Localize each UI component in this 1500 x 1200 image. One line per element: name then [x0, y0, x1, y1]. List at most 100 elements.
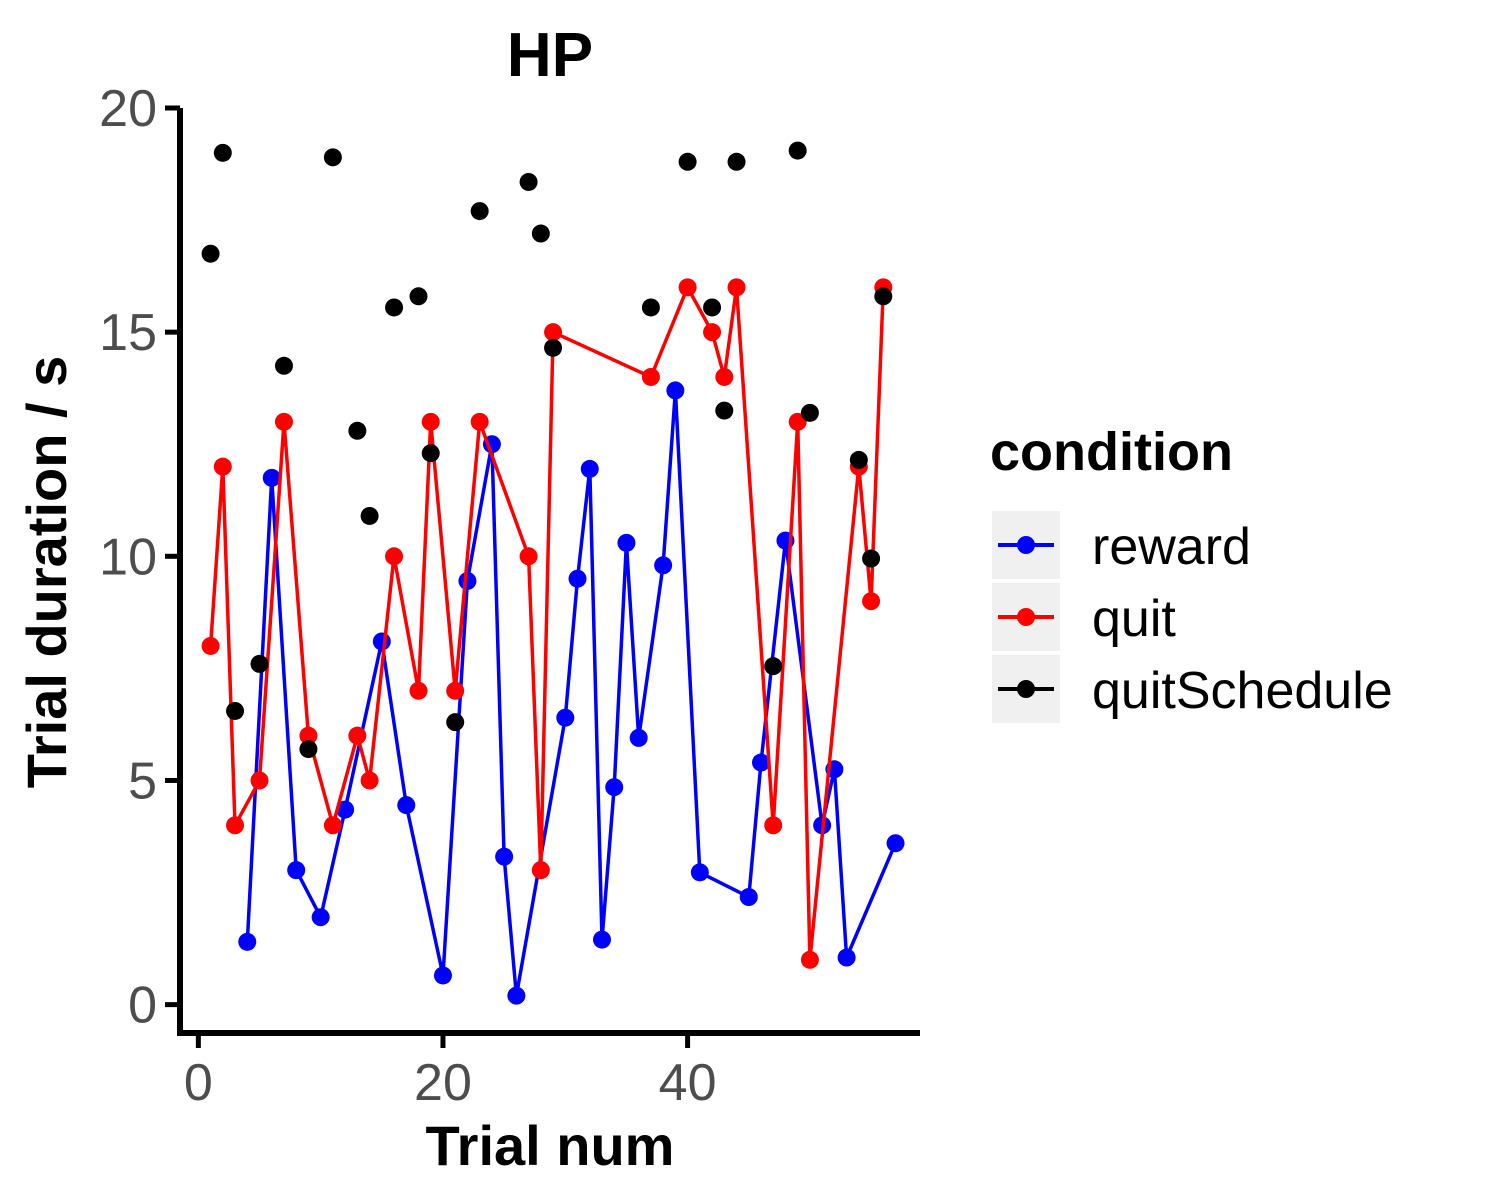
- data-point-reward: [458, 571, 477, 590]
- data-point-reward: [262, 468, 281, 487]
- data-point-quitSchedule: [299, 740, 318, 759]
- data-point-reward: [617, 533, 636, 552]
- data-point-quitSchedule: [862, 549, 881, 568]
- legend-label-quit: quit: [1092, 590, 1176, 648]
- series-line-quit: [208, 285, 886, 962]
- data-point-quitSchedule: [250, 654, 269, 673]
- series-reward: [238, 381, 905, 1005]
- data-point-reward: [238, 932, 257, 951]
- data-point-quit: [299, 726, 318, 745]
- data-point-quit: [519, 547, 538, 566]
- data-point-quit: [226, 816, 245, 835]
- data-point-reward: [507, 986, 526, 1005]
- data-point-quit: [421, 412, 440, 431]
- data-point-quitSchedule: [874, 287, 893, 306]
- series-layer: [201, 141, 905, 1005]
- data-point-quit: [544, 323, 563, 342]
- series-quit: [201, 278, 893, 969]
- y-tick-label: 5: [128, 752, 157, 810]
- data-point-quit: [385, 547, 404, 566]
- data-point-quitSchedule: [360, 506, 379, 525]
- y-tick-label: 0: [128, 977, 157, 1035]
- data-point-quit: [703, 323, 722, 342]
- data-point-quit: [678, 278, 697, 297]
- data-point-quitSchedule: [213, 143, 232, 162]
- legend-title: condition: [990, 422, 1233, 482]
- data-point-quitSchedule: [519, 172, 538, 191]
- data-point-reward: [311, 908, 330, 927]
- data-point-reward: [654, 556, 673, 575]
- data-point-quit: [250, 771, 269, 790]
- data-point-reward: [433, 966, 452, 985]
- data-point-quitSchedule: [764, 657, 783, 676]
- legend-key-marker: [1017, 680, 1035, 698]
- data-point-quit: [348, 726, 367, 745]
- data-point-quitSchedule: [446, 713, 465, 732]
- x-tick-label: 0: [184, 1054, 213, 1112]
- data-point-quit: [446, 681, 465, 700]
- data-point-quitSchedule: [788, 141, 807, 160]
- legend-key-marker: [1017, 536, 1035, 554]
- data-point-reward: [336, 800, 355, 819]
- y-tick-label: 10: [99, 528, 157, 586]
- data-point-quit: [274, 412, 293, 431]
- data-point-reward: [287, 861, 306, 880]
- x-tick-label: 20: [414, 1054, 472, 1112]
- data-point-quitSchedule: [703, 298, 722, 317]
- legend-label-quitSchedule: quitSchedule: [1092, 662, 1393, 720]
- data-point-quitSchedule: [544, 338, 563, 357]
- data-point-quit: [862, 592, 881, 611]
- x-tick-label: 40: [659, 1054, 717, 1112]
- data-point-quitSchedule: [226, 701, 245, 720]
- data-point-reward: [837, 948, 856, 967]
- data-point-quitSchedule: [641, 298, 660, 317]
- data-point-reward: [751, 753, 770, 772]
- y-ticks: 0 5 10 15 20: [99, 80, 180, 1035]
- data-point-reward: [592, 930, 611, 949]
- data-point-quitSchedule: [421, 444, 440, 463]
- data-point-quitSchedule: [348, 421, 367, 440]
- data-point-reward: [605, 778, 624, 797]
- data-point-quitSchedule: [385, 298, 404, 317]
- data-point-quit: [715, 367, 734, 386]
- data-point-quit: [764, 816, 783, 835]
- data-point-quitSchedule: [800, 403, 819, 422]
- data-point-reward: [568, 569, 587, 588]
- data-point-reward: [690, 863, 709, 882]
- data-point-quitSchedule: [678, 152, 697, 171]
- data-point-reward: [580, 459, 599, 478]
- data-point-reward: [886, 834, 905, 853]
- x-ticks: 0 20 40: [184, 1033, 717, 1112]
- data-point-reward: [372, 632, 391, 651]
- data-point-quit: [409, 681, 428, 700]
- series-quitSchedule: [201, 141, 893, 759]
- data-point-quit: [641, 367, 660, 386]
- data-point-quitSchedule: [201, 244, 220, 263]
- data-point-quitSchedule: [849, 450, 868, 469]
- data-point-reward: [495, 847, 514, 866]
- legend-label-reward: reward: [1092, 518, 1251, 576]
- legend-key-marker: [1017, 608, 1035, 626]
- data-point-quitSchedule: [323, 148, 342, 167]
- data-point-quit: [800, 950, 819, 969]
- data-point-quitSchedule: [274, 356, 293, 375]
- data-point-quitSchedule: [727, 152, 746, 171]
- data-point-quit: [213, 457, 232, 476]
- x-axis-title: Trial num: [426, 1114, 675, 1177]
- data-point-quitSchedule: [531, 224, 550, 243]
- data-point-reward: [629, 728, 648, 747]
- data-point-reward: [666, 381, 685, 400]
- legend: condition reward quit quitSchedule: [990, 422, 1393, 723]
- data-point-quitSchedule: [715, 401, 734, 420]
- data-point-reward: [397, 796, 416, 815]
- data-point-reward: [739, 888, 758, 907]
- data-point-quit: [727, 278, 746, 297]
- data-point-quit: [201, 636, 220, 655]
- data-point-reward: [556, 708, 575, 727]
- data-point-quit: [470, 412, 489, 431]
- data-point-quitSchedule: [409, 287, 428, 306]
- y-tick-label: 15: [99, 304, 157, 362]
- y-axis-title: Trial duration / s: [15, 356, 78, 789]
- data-point-quit: [531, 861, 550, 880]
